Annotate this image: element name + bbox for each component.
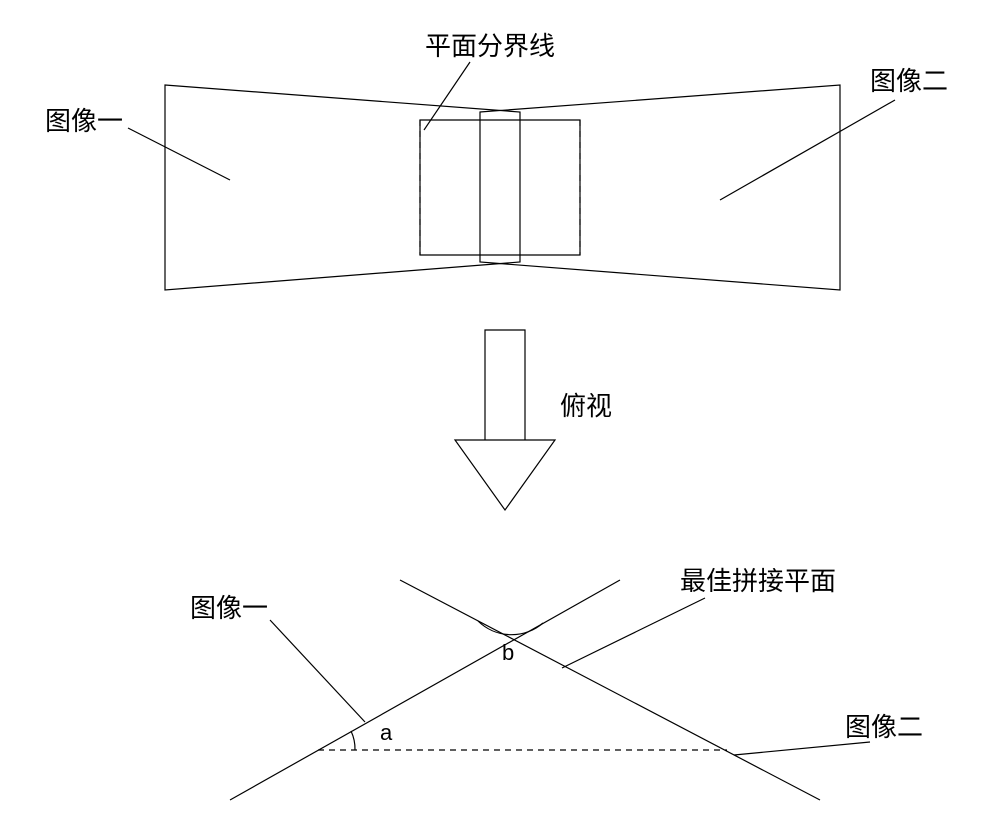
leader-image_one_top [128,128,230,180]
angle-a-arc [351,731,355,750]
bottom-line-right [400,580,820,800]
top-left-trapezoid [165,85,520,290]
label-divider: 平面分界线 [425,31,555,61]
arrow-head [455,440,555,510]
leader-best_plane [562,598,705,668]
angle-b-arc [478,621,543,635]
bottom-line-left [230,580,620,800]
label-angle_a: a [380,720,393,745]
leader-image_one_bottom [270,620,365,722]
label-angle_b: b [502,640,514,665]
label-best_plane: 最佳拼接平面 [680,566,836,596]
top-overlap-rect [420,120,580,255]
label-image_one_bottom: 图像一 [190,593,268,623]
leader-image_two_bottom [734,742,870,755]
label-top_view: 俯视 [560,391,612,421]
label-image_one_top: 图像一 [45,106,123,136]
top-right-trapezoid [480,85,840,290]
arrow-shaft [485,330,525,440]
label-image_two_bottom: 图像二 [845,712,923,742]
label-image_two_top: 图像二 [870,66,948,96]
leader-image_two_top [720,100,895,200]
